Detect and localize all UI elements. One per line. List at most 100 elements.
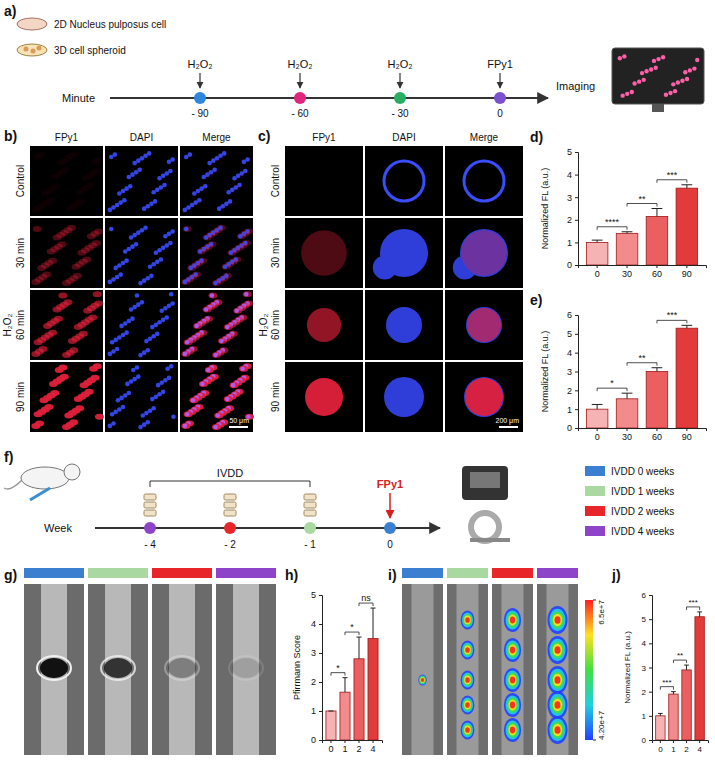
scale-bar bbox=[499, 426, 518, 428]
tick-label: 2 bbox=[311, 677, 316, 687]
mri-image bbox=[24, 584, 84, 755]
tick-label: 2 bbox=[567, 215, 572, 225]
error-bar bbox=[356, 637, 361, 659]
tick: 1 bbox=[342, 740, 347, 754]
micrograph bbox=[365, 362, 443, 432]
spheroid-signal bbox=[465, 378, 503, 416]
cell-signal bbox=[62, 424, 71, 430]
syringe-icon bbox=[30, 488, 50, 500]
cell-signal bbox=[218, 338, 227, 344]
panel-g: g) bbox=[4, 567, 276, 755]
tick-label: 4 bbox=[371, 744, 376, 754]
mri-spine bbox=[105, 584, 131, 755]
mri-disc-ring bbox=[229, 656, 263, 680]
mri-disc bbox=[168, 658, 196, 678]
bar bbox=[676, 328, 698, 428]
signal-blob bbox=[510, 727, 515, 734]
cell-signal bbox=[193, 323, 202, 329]
nucleus bbox=[215, 413, 220, 418]
micrograph bbox=[445, 290, 523, 360]
nucleus bbox=[135, 293, 140, 298]
cell-signal bbox=[56, 160, 65, 166]
group-color-bar bbox=[152, 568, 212, 578]
signal-blob bbox=[510, 702, 515, 709]
tick: 5 bbox=[567, 147, 578, 157]
panel-letter: f) bbox=[4, 449, 13, 465]
screen-cell bbox=[671, 82, 675, 86]
nucleus bbox=[132, 161, 137, 166]
time-point bbox=[224, 522, 236, 534]
cell-signal bbox=[224, 324, 233, 330]
tick-mark bbox=[575, 242, 578, 243]
cell-signal bbox=[83, 308, 92, 314]
cell-signal bbox=[243, 291, 252, 297]
signal-blob bbox=[555, 726, 561, 734]
significance: **** bbox=[605, 217, 620, 227]
error-bar bbox=[592, 240, 603, 242]
nucleus bbox=[183, 280, 188, 285]
fluorescence-image bbox=[447, 584, 488, 755]
significance-bracket bbox=[673, 660, 686, 663]
tick: 2 bbox=[684, 740, 689, 754]
cell-signal bbox=[208, 293, 217, 299]
tick-label: 1 bbox=[567, 405, 572, 415]
timeline bbox=[110, 97, 548, 99]
tick: 4 bbox=[371, 740, 376, 754]
significance: *** bbox=[688, 598, 697, 607]
tick: 0 bbox=[311, 735, 322, 745]
mri-disc-ring bbox=[165, 656, 199, 680]
tick-mark bbox=[575, 152, 578, 153]
micrograph bbox=[180, 218, 253, 288]
color-bar-label: 4.20e+7 bbox=[597, 710, 606, 740]
screen-cell bbox=[661, 55, 665, 59]
nucleus bbox=[210, 293, 215, 298]
significance-bracket bbox=[345, 632, 359, 635]
screen-cell bbox=[664, 93, 668, 97]
cell-signal bbox=[47, 248, 56, 254]
signal-blob bbox=[461, 641, 475, 660]
significance-bracket bbox=[627, 363, 657, 366]
nucleus bbox=[150, 397, 155, 402]
signal-blob bbox=[549, 719, 565, 741]
signal-blob bbox=[462, 697, 473, 712]
tick-label: 0 bbox=[658, 745, 663, 754]
error-bar bbox=[328, 711, 333, 712]
tick-mark bbox=[660, 740, 661, 743]
bar bbox=[656, 716, 665, 740]
tick-mark bbox=[699, 740, 700, 743]
screen-cell bbox=[642, 78, 646, 82]
signal-blob bbox=[548, 716, 568, 744]
cell-signal bbox=[199, 381, 208, 387]
row-label: 90 min bbox=[15, 382, 26, 412]
tick-label: 4 bbox=[697, 745, 702, 754]
nucleus bbox=[238, 234, 243, 239]
signal-blob bbox=[551, 721, 563, 738]
tick: 0 bbox=[567, 260, 578, 270]
axis-line bbox=[323, 741, 383, 744]
bar bbox=[646, 372, 668, 429]
tick-label: 1 bbox=[671, 745, 676, 754]
signal-blob bbox=[461, 671, 475, 690]
axis: 012345 bbox=[567, 147, 579, 270]
legend-entry: IVDD 2 weeks bbox=[611, 506, 674, 517]
axis-line bbox=[579, 266, 707, 269]
nucleus bbox=[116, 398, 121, 403]
fluorescence-image bbox=[537, 584, 578, 755]
group-label: H₂O₂ bbox=[258, 314, 269, 337]
fluorescence-image bbox=[402, 584, 443, 755]
nucleus bbox=[144, 339, 149, 344]
row-label: 30 min bbox=[15, 238, 26, 268]
cell-signal bbox=[205, 367, 214, 373]
bracket bbox=[150, 481, 310, 487]
panel-f: f)WeekIVDD- 4- 2- 10FPy1IVDD 0 weeksIVDD… bbox=[4, 449, 674, 550]
tick-mark bbox=[575, 334, 578, 335]
nucleus bbox=[191, 398, 196, 403]
axis: 012345 bbox=[311, 590, 323, 745]
signal-blob bbox=[548, 666, 568, 694]
cell-signal bbox=[230, 382, 239, 388]
signal-blob bbox=[465, 677, 470, 683]
cell-signal bbox=[224, 396, 233, 402]
tick-mark bbox=[649, 740, 652, 741]
significance: * bbox=[350, 622, 354, 632]
cell-signal bbox=[33, 154, 42, 160]
